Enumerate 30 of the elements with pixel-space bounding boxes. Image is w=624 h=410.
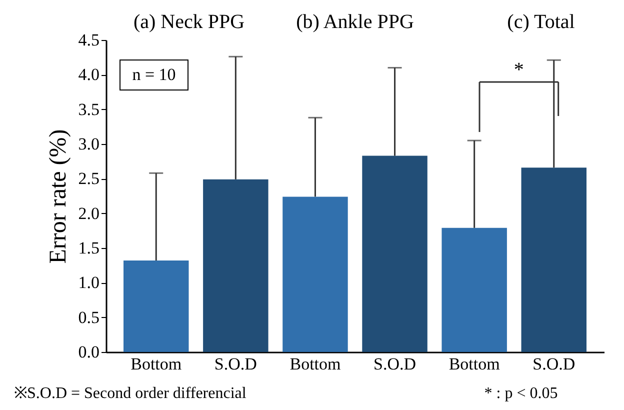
y-tick-label: 1.5 [78,238,100,258]
x-tick-label: S.O.D [374,354,416,374]
y-axis-title: Error rate (%) [45,129,72,264]
text: (b) Ankle PPG [296,11,414,33]
y-tick-label: 0.5 [78,308,100,327]
bar [124,260,189,352]
y-tick-label: 2.0 [78,204,100,223]
text: (a) Neck PPG [133,11,245,33]
bar [282,196,348,352]
x-tick-label: Bottom [130,354,182,374]
x-tick-label: Bottom [290,354,341,374]
annotation: * [514,59,524,81]
y-tick-label: 2.5 [78,169,100,188]
text: * : p < 0.05 [484,385,558,402]
x-tick-label: S.O.D [214,354,257,374]
text: (c) Total [507,11,576,33]
y-tick-label: 3.0 [78,134,100,154]
x-tick-label: Bottom [448,354,500,374]
y-tick-label: 4.0 [78,65,100,84]
y-tick-label: 4.5 [78,30,100,50]
y-tick-label: 1.0 [78,273,100,292]
annotation: n = 10 [132,65,176,84]
bar [521,168,586,352]
x-tick-label: S.O.D [532,354,576,374]
bar [362,156,428,352]
text: ※S.O.D = Second order differencial [14,385,247,402]
bar [203,179,268,352]
bar [442,228,507,352]
y-tick-label: 0.0 [78,342,100,362]
y-tick-label: 3.5 [78,100,100,119]
